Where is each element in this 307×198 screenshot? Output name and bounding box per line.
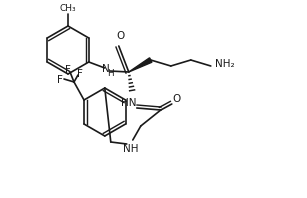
- Text: CH₃: CH₃: [60, 4, 76, 12]
- Text: F: F: [65, 65, 71, 75]
- Text: F: F: [57, 75, 63, 85]
- Text: H: H: [107, 69, 114, 77]
- Text: O: O: [117, 31, 125, 41]
- Text: NH: NH: [123, 144, 138, 154]
- Text: N: N: [102, 64, 110, 74]
- Text: NH₂: NH₂: [215, 59, 235, 69]
- Text: HN: HN: [121, 98, 137, 108]
- Polygon shape: [129, 58, 152, 72]
- Text: F: F: [77, 69, 83, 79]
- Text: O: O: [173, 94, 181, 104]
